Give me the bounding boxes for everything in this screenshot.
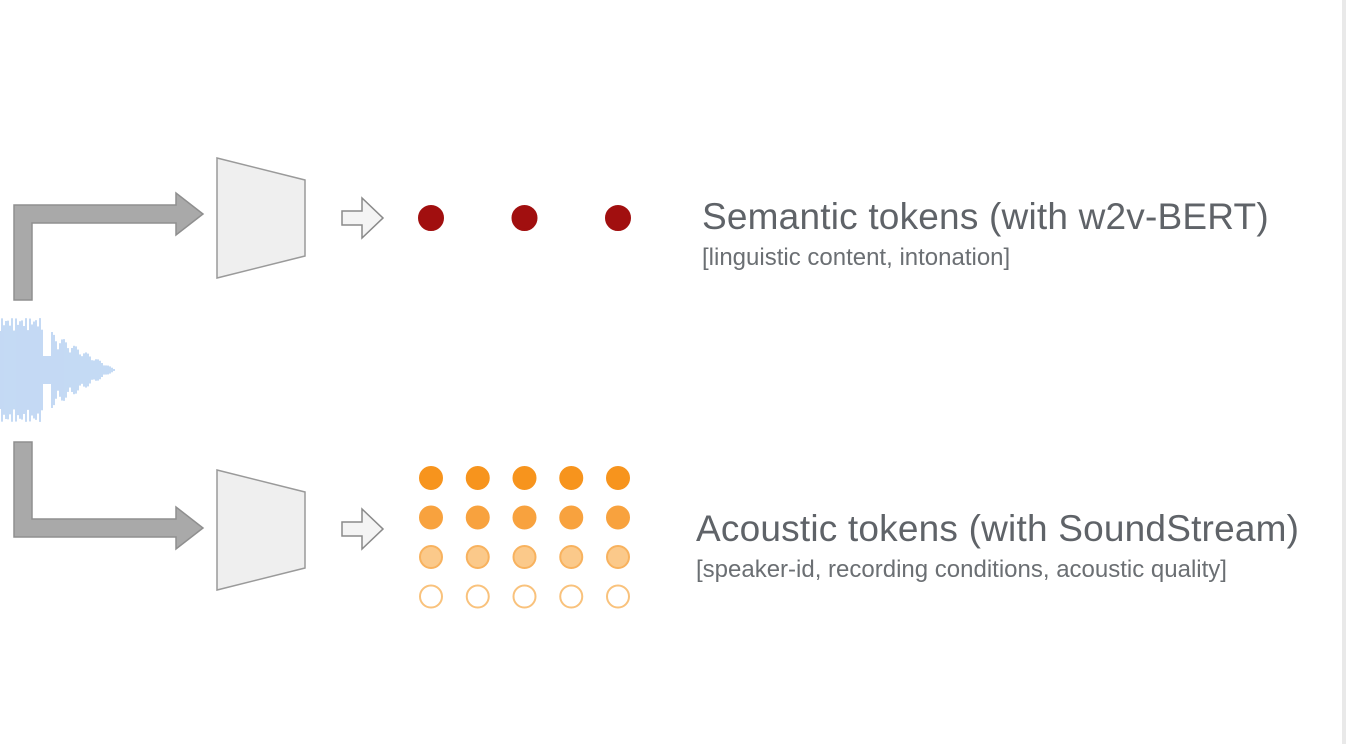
acoustic-token	[465, 505, 490, 530]
acoustic-token	[512, 466, 537, 490]
semantic-label: Semantic tokens (with w2v-BERT) [linguis…	[702, 196, 1269, 272]
semantic-token-row	[418, 205, 631, 231]
semantic-subtitle: [linguistic content, intonation]	[702, 244, 1011, 271]
acoustic-title: Acoustic tokens (with SoundStream)	[696, 508, 1300, 549]
acoustic-token	[559, 505, 584, 530]
semantic-encoder	[216, 157, 306, 279]
upper-elbow-arrow	[13, 191, 205, 301]
acoustic-token	[419, 505, 443, 530]
acoustic-token	[606, 466, 630, 490]
acoustic-token	[465, 545, 490, 569]
acoustic-token-grid	[419, 466, 630, 609]
acoustic-label: Acoustic tokens (with SoundStream) [spea…	[696, 508, 1299, 584]
acoustic-subtitle: [speaker-id, recording conditions, acous…	[696, 556, 1227, 583]
acoustic-token	[559, 545, 584, 569]
acoustic-token	[559, 466, 584, 490]
acoustic-token	[465, 584, 490, 609]
acoustic-token	[419, 466, 443, 490]
semantic-output-arrow-icon	[341, 196, 385, 240]
right-edge-divider	[1342, 0, 1346, 744]
acoustic-encoder	[216, 469, 306, 591]
acoustic-token	[465, 466, 490, 490]
acoustic-output-arrow-icon	[341, 507, 385, 551]
semantic-title: Semantic tokens (with w2v-BERT)	[702, 196, 1269, 237]
acoustic-token	[512, 584, 537, 609]
acoustic-token	[512, 505, 537, 530]
semantic-token	[605, 205, 631, 231]
acoustic-token	[606, 584, 630, 609]
acoustic-token	[419, 584, 443, 609]
acoustic-token	[559, 584, 584, 609]
acoustic-token	[419, 545, 443, 569]
acoustic-token	[512, 545, 537, 569]
semantic-token	[418, 205, 444, 231]
acoustic-token	[606, 545, 630, 569]
lower-elbow-arrow	[13, 441, 205, 551]
audio-waveform-icon	[0, 318, 115, 422]
acoustic-token	[606, 505, 630, 530]
semantic-token	[511, 205, 538, 231]
